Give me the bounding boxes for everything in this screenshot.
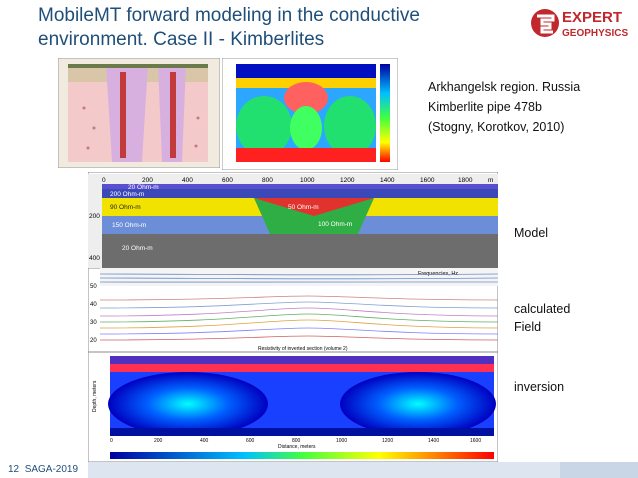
model-x-tick-1200: 1200 xyxy=(340,177,355,184)
slide-title: MobileMT forward modeling in the conduct… xyxy=(38,4,420,52)
field-legend-title: Frequencies, Hz xyxy=(418,271,458,277)
model-label: Model xyxy=(514,226,549,240)
field-label-line-1: calculated xyxy=(514,302,571,316)
model-x-tick-400: 400 xyxy=(182,177,193,184)
model-x-tick-600: 600 xyxy=(222,177,233,184)
svg-text:EXPERT: EXPERT xyxy=(562,9,622,26)
field-label: calculated Field xyxy=(514,300,570,336)
footer-bar xyxy=(88,462,638,478)
footer-text: 12 SAGA-2019 xyxy=(8,464,78,475)
inv-x-tick-400: 400 xyxy=(200,438,209,444)
field-y-tick-40: 40 xyxy=(90,302,97,308)
inversion-colorbar xyxy=(110,452,494,459)
inv-x-tick-1200: 1200 xyxy=(382,438,393,444)
reference-note: Arkhangelsk region. Russia Kimberlite pi… xyxy=(428,77,580,137)
inversion-panel: Depth, meters 0 200 400 600 800 1000 120… xyxy=(87,351,499,463)
page-number: 12 xyxy=(8,464,20,475)
inv-x-tick-1600: 1600 xyxy=(470,438,481,444)
inv-x-tick-600: 600 xyxy=(246,438,255,444)
pipe-bottom-label: 100 Ohm-m xyxy=(318,221,352,228)
layer-label-1: 20 Ohm-m xyxy=(128,184,159,191)
expert-geophysics-logo: EXPERT GEOPHYSICS xyxy=(530,4,634,42)
inversion-x-label: Distance, meters xyxy=(278,444,316,450)
resistivity-section-image xyxy=(221,57,399,171)
pipe-top-label: 50 Ohm-m xyxy=(288,204,319,211)
inversion-y-label: Depth, meters xyxy=(92,380,98,412)
footer-bar-accent xyxy=(560,462,638,478)
model-x-tick-1000: 1000 xyxy=(300,177,315,184)
depth-tick-200: 200 xyxy=(89,213,100,220)
layer-label-4: 150 Ohm-m xyxy=(112,222,146,229)
event-name: SAGA-2019 xyxy=(24,464,79,475)
model-x-tick-1800: 1800 xyxy=(458,177,473,184)
layer-label-2: 200 Ohm-m xyxy=(110,191,144,198)
title-line-2: environment. Case II - Kimberlites xyxy=(38,29,325,50)
model-x-tick-unit: m xyxy=(488,177,493,184)
reference-line-2: Kimberlite pipe 478b xyxy=(428,100,542,114)
inv-x-tick-1000: 1000 xyxy=(336,438,347,444)
field-panel: Frequencies, Hz 50 40 30 20 Resistivity … xyxy=(87,267,499,353)
model-panel: 0 200 400 600 800 1000 1200 1400 1600 18… xyxy=(87,171,499,269)
model-x-tick-1400: 1400 xyxy=(380,177,395,184)
model-x-tick-0: 0 xyxy=(102,177,106,184)
field-y-tick-50: 50 xyxy=(90,284,97,290)
inv-x-tick-200: 200 xyxy=(154,438,163,444)
geological-section-image xyxy=(57,57,221,169)
inv-x-tick-1400: 1400 xyxy=(428,438,439,444)
layer-label-5: 20 Ohm-m xyxy=(122,245,153,252)
slide-footer: 12 SAGA-2019 xyxy=(0,462,638,478)
reference-line-3: (Stogny, Korotkov, 2010) xyxy=(428,120,565,134)
reference-line-1: Arkhangelsk region. Russia xyxy=(428,80,581,94)
field-label-line-2: Field xyxy=(514,320,542,334)
inversion-label: inversion xyxy=(514,380,565,394)
field-y-tick-30: 30 xyxy=(90,320,97,326)
layer-label-3: 90 Ohm-m xyxy=(110,204,141,211)
inv-x-tick-800: 800 xyxy=(292,438,301,444)
depth-tick-400: 400 xyxy=(89,255,100,262)
model-x-tick-200: 200 xyxy=(142,177,153,184)
svg-text:GEOPHYSICS: GEOPHYSICS xyxy=(562,28,628,39)
inv-x-tick-0: 0 xyxy=(110,438,113,444)
model-x-tick-1600: 1600 xyxy=(420,177,435,184)
title-line-1: MobileMT forward modeling in the conduct… xyxy=(38,5,420,26)
field-section-title: Resistivity of inverted section (volume … xyxy=(258,346,348,352)
field-y-tick-20: 20 xyxy=(90,338,97,344)
model-x-tick-800: 800 xyxy=(262,177,273,184)
